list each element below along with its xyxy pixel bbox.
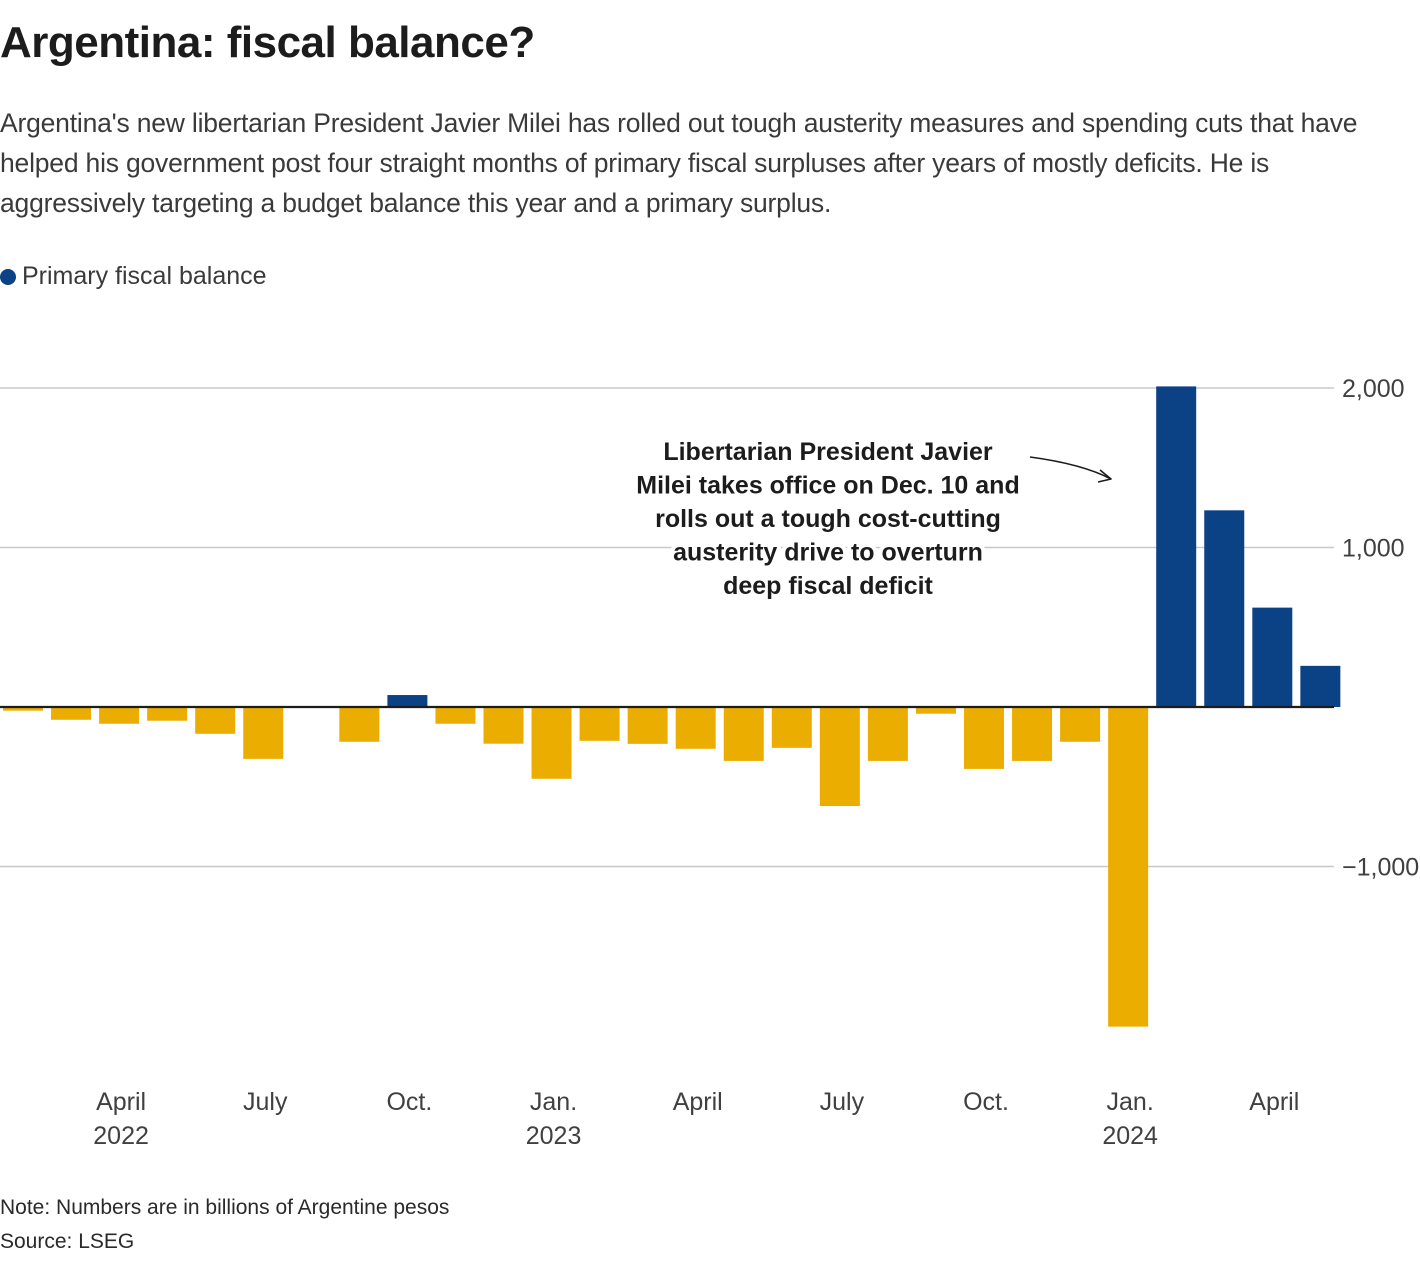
x-tick-label: April	[673, 1088, 723, 1116]
annotation-line: Milei takes office on Dec. 10 and	[636, 472, 1019, 500]
chart-subtitle: Argentina's new libertarian President Ja…	[0, 108, 1358, 218]
chart-title: Argentina: fiscal balance?	[0, 18, 535, 67]
bar-feb-2024	[1156, 386, 1197, 707]
bar-mar-2022	[51, 707, 92, 720]
bar-apr-2024	[1252, 607, 1293, 707]
bar-nov-2022	[435, 707, 476, 724]
x-tick-label: Jan.	[1107, 1088, 1154, 1116]
bar-feb-2022	[3, 707, 43, 711]
source-credit: Source: LSEG	[0, 1230, 135, 1253]
annotation: Libertarian President Javier Milei takes …	[632, 434, 1112, 604]
bar-jun-2023	[771, 707, 812, 748]
x-tick-year-label: 2024	[1102, 1122, 1158, 1150]
footnote: Note: Numbers are in billions of Argenti…	[0, 1196, 450, 1219]
bar-feb-2023	[579, 707, 620, 741]
bar-aug-2023	[867, 707, 908, 761]
x-tick-label: July	[243, 1088, 288, 1116]
bar-mar-2024	[1204, 510, 1245, 707]
bars	[3, 386, 1341, 1027]
bar-may-2024	[1300, 665, 1341, 707]
bar-apr-2022	[99, 707, 140, 724]
annotation-text: Libertarian President Javier Milei takes …	[636, 438, 1019, 600]
annotation-line: austerity drive to overturn	[673, 539, 983, 567]
legend-label: Primary fiscal balance	[22, 262, 267, 290]
bar-jun-2022	[195, 707, 236, 734]
bar-oct-2023	[964, 707, 1004, 769]
bar-mar-2023	[627, 707, 668, 744]
bar-sep-2022	[339, 707, 380, 742]
bar-sep-2023	[915, 707, 956, 714]
legend: Primary fiscal balance	[0, 262, 267, 291]
x-axis-labels: April 2022 July Oct. Jan. 2023 April July Oct. Ja…	[93, 1088, 1299, 1150]
x-tick-label: Oct.	[386, 1088, 432, 1116]
x-tick-label: Oct.	[963, 1088, 1009, 1116]
annotation-arrow	[1029, 456, 1112, 480]
x-tick-year-label: 2023	[526, 1122, 582, 1150]
x-tick-year-label: 2022	[93, 1122, 149, 1150]
x-tick-label: July	[820, 1088, 865, 1116]
bar-jul-2023	[819, 707, 860, 807]
bar-oct-2022	[387, 695, 428, 707]
y-tick-label: −1,000	[1342, 854, 1419, 882]
arrowhead-icon	[1097, 469, 1112, 483]
bar-jan-2024	[1108, 707, 1149, 1027]
legend-swatch	[0, 268, 16, 285]
bar-jul-2022	[243, 707, 284, 759]
bar-dec-2022	[483, 707, 524, 744]
bar-dec-2023	[1060, 707, 1101, 742]
y-tick-label: 1,000	[1342, 535, 1405, 563]
x-tick-label: April	[1249, 1088, 1299, 1116]
bar-apr-2023	[675, 707, 716, 749]
x-tick-label: April	[96, 1088, 146, 1116]
annotation-line: rolls out a tough cost-cutting	[655, 505, 1001, 533]
bar-jan-2023	[531, 707, 572, 779]
annotation-line: Libertarian President Javier	[663, 438, 993, 466]
bar-may-2023	[723, 707, 764, 761]
bar-may-2022	[147, 707, 188, 721]
y-tick-label: 2,000	[1342, 375, 1405, 403]
annotation-line: deep fiscal deficit	[723, 572, 933, 600]
y-axis-labels: 2,000 1,000 −1,000	[1342, 375, 1419, 882]
bar-nov-2023	[1012, 707, 1053, 761]
x-tick-label: Jan.	[530, 1088, 577, 1116]
